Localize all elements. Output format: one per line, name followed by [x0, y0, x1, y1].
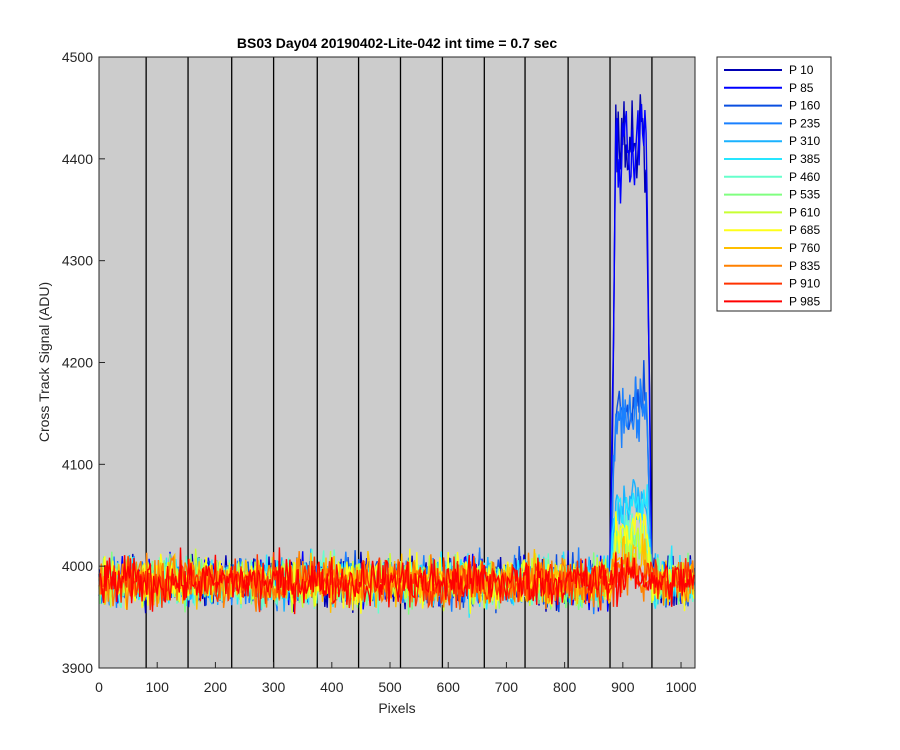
legend-label: P 685: [789, 223, 820, 237]
legend-label: P 85: [789, 81, 814, 95]
legend-label: P 10: [789, 63, 814, 77]
y-tick-label: 4000: [62, 558, 93, 574]
x-tick-label: 500: [378, 679, 402, 695]
y-ticks: 3900 4000 4100 4200 4300 4400 4500: [62, 49, 105, 676]
x-tick-label: 1000: [665, 679, 696, 695]
legend-label: P 910: [789, 277, 820, 291]
legend-label: P 235: [789, 116, 820, 130]
legend: P 10 P 85 P 160 P 235 P 310 P 385 P 460 P 535 P …: [716, 56, 832, 312]
y-tick-label: 4500: [62, 49, 93, 65]
series-line-p-835: [98, 551, 695, 612]
x-tick-label: 900: [611, 679, 635, 695]
y-tick-label: 4200: [62, 355, 93, 371]
x-tick-label: 100: [146, 679, 170, 695]
chart-title: BS03 Day04 20190402-Lite-042 int time = …: [237, 35, 557, 51]
legend-label: P 835: [789, 259, 820, 273]
x-tick-label: 200: [204, 679, 228, 695]
x-tick-label: 800: [553, 679, 577, 695]
x-tick-label: 0: [95, 679, 103, 695]
legend-label: P 310: [789, 134, 820, 148]
x-tick-label: 400: [320, 679, 344, 695]
legend-label: P 985: [789, 294, 820, 308]
y-tick-label: 3900: [62, 660, 93, 676]
legend-box: [716, 56, 832, 312]
x-tick-label: 700: [495, 679, 519, 695]
x-tick-label: 300: [262, 679, 286, 695]
legend-label: P 385: [789, 152, 820, 166]
legend-label: P 760: [789, 241, 820, 255]
y-tick-label: 4300: [62, 253, 93, 269]
y-axis-label: Cross Track Signal (ADU): [36, 282, 52, 442]
legend-label: P 160: [789, 99, 820, 113]
y-tick-label: 4400: [62, 151, 93, 167]
series-line-p-985: [98, 547, 695, 615]
x-ticks: 0 100 200 300 400 500 600 700 800 900 1000: [95, 662, 697, 695]
y-tick-label: 4100: [62, 456, 93, 472]
x-tick-label: 600: [437, 679, 461, 695]
series-layer: [98, 94, 695, 618]
x-axis-label: Pixels: [378, 700, 415, 716]
legend-label: P 535: [789, 188, 820, 202]
legend-label: P 610: [789, 205, 820, 219]
legend-label: P 460: [789, 170, 820, 184]
